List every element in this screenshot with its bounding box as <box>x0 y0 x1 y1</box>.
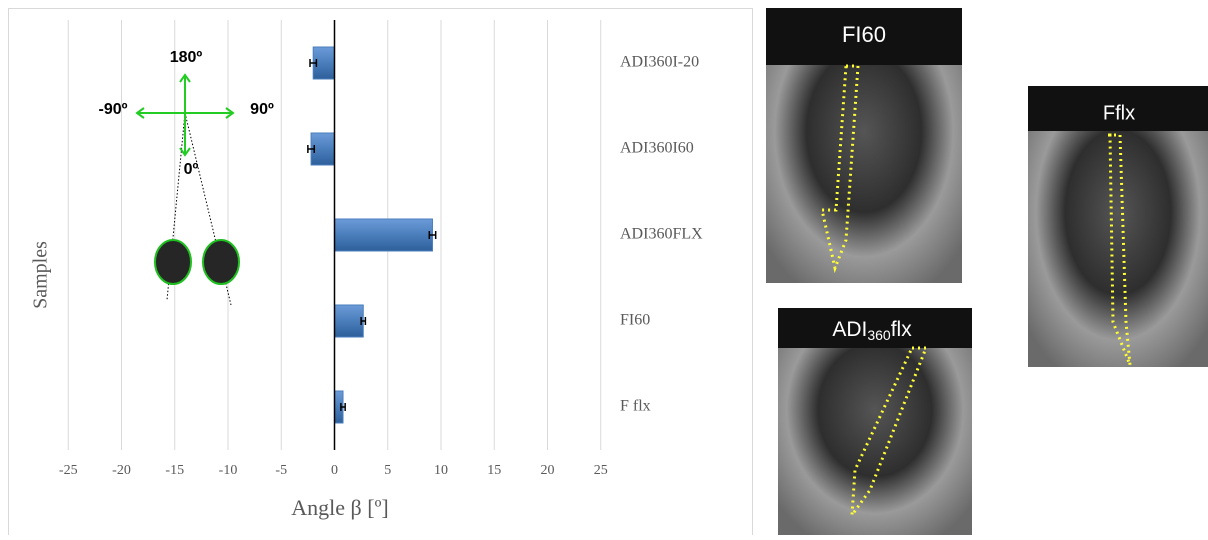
category-label: F flx <box>620 398 651 415</box>
orientation-diagram: 180º -90º 90º 0º <box>99 49 274 305</box>
category-label: ADI360I60 <box>620 140 694 157</box>
x-tick-label: -10 <box>219 463 238 478</box>
category-label: ADI360FLX <box>620 226 703 243</box>
image-label: FI60 <box>842 22 886 47</box>
x-tick-label: 15 <box>487 463 501 478</box>
category-label: ADI360I-20 <box>620 54 699 71</box>
x-tick-label: 5 <box>384 463 391 478</box>
arrows <box>137 75 233 155</box>
x-tick-label: -5 <box>275 463 287 478</box>
chart-frame <box>9 9 753 536</box>
label-sub: 360 <box>867 327 891 343</box>
sem-image: FI60 <box>766 8 962 283</box>
page: Samples Angle β [º] 180º -90º 90º 0º FI6… <box>0 0 1208 535</box>
x-tick-label: -20 <box>112 463 131 478</box>
y-axis-title: Samples <box>30 241 52 309</box>
x-tick-label: 25 <box>594 463 608 478</box>
category-label: FI60 <box>620 312 650 329</box>
sem-image: Fflx <box>1028 86 1208 367</box>
x-tick-label: 10 <box>434 463 448 478</box>
ellipse <box>155 240 191 284</box>
annotation: 0º <box>184 161 199 178</box>
annotation: 90º <box>250 101 274 118</box>
label-suffix: flx <box>891 318 913 341</box>
bar <box>335 305 364 337</box>
x-tick-label: -15 <box>165 463 184 478</box>
x-tick-label: 0 <box>331 463 338 478</box>
ellipse <box>203 240 239 284</box>
x-tick-label: 20 <box>541 463 555 478</box>
annotation: -90º <box>99 101 128 118</box>
annotation: 180º <box>170 49 203 66</box>
figure: Samples Angle β [º] 180º -90º 90º 0º FI6… <box>0 0 1208 535</box>
x-axis-title: Angle β [º] <box>291 495 388 520</box>
image-label: Fflx <box>1103 102 1135 124</box>
x-tick-label: -25 <box>59 463 78 478</box>
bar <box>335 219 433 251</box>
sem-image: ADI360flx <box>778 308 972 535</box>
label-main: ADI <box>832 318 867 341</box>
